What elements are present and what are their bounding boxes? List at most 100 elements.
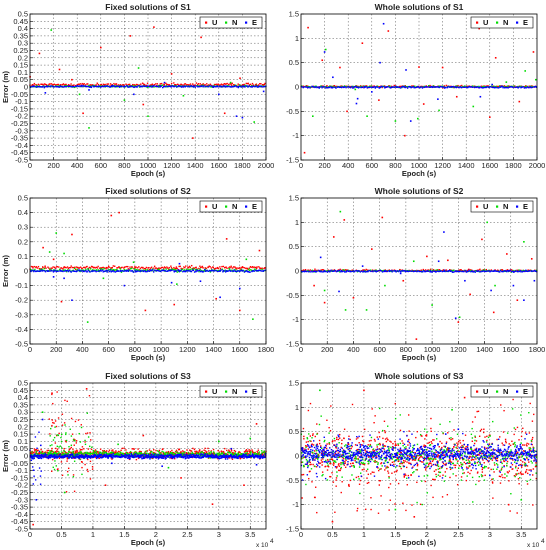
data-point-E xyxy=(171,269,173,272)
data-point-E xyxy=(155,455,157,458)
data-point-E xyxy=(479,86,481,88)
data-point-U xyxy=(33,448,36,450)
data-point-U xyxy=(52,266,54,268)
data-point-U xyxy=(135,458,138,461)
y-tick-label: -0.3 xyxy=(15,495,28,504)
outlier-point-E xyxy=(479,95,482,98)
data-point-U xyxy=(100,83,103,86)
data-point-U xyxy=(99,267,102,269)
data-point-E xyxy=(36,270,39,272)
data-point-E xyxy=(199,270,202,273)
data-point-U xyxy=(496,85,498,88)
data-point-N xyxy=(70,444,73,446)
data-point-U xyxy=(220,450,223,452)
data-point-E xyxy=(120,456,122,459)
data-point-N xyxy=(96,269,98,271)
data-point-E xyxy=(30,457,33,459)
data-point-U xyxy=(198,267,200,270)
data-point-U xyxy=(33,82,36,85)
data-point-U xyxy=(189,83,192,85)
data-point-N xyxy=(89,445,91,448)
data-point-E xyxy=(499,269,502,272)
data-point-N xyxy=(201,451,203,453)
data-point-N xyxy=(86,412,89,414)
outlier-point-U xyxy=(144,309,147,312)
data-point-U xyxy=(139,450,141,453)
data-point-E xyxy=(384,86,387,88)
data-point-U xyxy=(193,448,196,450)
outlier-point-E xyxy=(361,265,364,267)
data-point-U xyxy=(183,451,185,453)
data-point-N xyxy=(153,86,155,88)
data-point-U xyxy=(233,449,236,452)
data-point-E xyxy=(375,86,378,88)
y-tick-label: -0.15 xyxy=(11,473,28,482)
data-point-U xyxy=(365,268,367,271)
outlier-point-E xyxy=(88,89,90,91)
data-point-U xyxy=(72,448,74,450)
data-point-U xyxy=(42,84,45,86)
data-point-E xyxy=(151,453,153,455)
data-point-N xyxy=(34,85,36,88)
data-point-U xyxy=(81,448,83,451)
data-point-N xyxy=(255,453,258,455)
data-point-E xyxy=(52,456,54,458)
data-point-E xyxy=(358,270,360,272)
data-point-U xyxy=(239,457,242,460)
data-point-E xyxy=(167,456,169,458)
data-point-N xyxy=(436,269,438,271)
data-point-E xyxy=(144,270,147,273)
data-point-N xyxy=(134,451,136,453)
data-point-U xyxy=(529,269,532,271)
data-point-N xyxy=(98,270,101,273)
data-point-U xyxy=(64,399,66,402)
data-point-U xyxy=(422,268,424,271)
data-point-E xyxy=(64,455,67,458)
data-point-U xyxy=(143,267,146,270)
data-point-N xyxy=(235,269,237,271)
data-point-E xyxy=(80,85,82,87)
data-point-U xyxy=(175,266,178,268)
data-point-N xyxy=(345,86,347,88)
data-point-E xyxy=(142,455,144,458)
data-point-E xyxy=(463,270,465,273)
data-point-U xyxy=(252,266,254,269)
data-point-E xyxy=(124,270,126,272)
y-tick-label: -0.5 xyxy=(15,525,28,534)
data-point-U xyxy=(192,84,195,87)
data-point-E xyxy=(97,454,99,456)
data-point-E xyxy=(189,86,191,88)
data-point-E xyxy=(104,270,107,272)
data-point-U xyxy=(432,269,435,271)
data-point-N xyxy=(85,268,87,271)
data-point-U xyxy=(62,84,64,86)
data-point-E xyxy=(159,85,161,87)
data-point-E xyxy=(155,85,157,88)
data-point-E xyxy=(103,270,105,273)
data-point-N xyxy=(38,453,40,456)
data-point-E xyxy=(385,270,387,272)
outlier-point-N xyxy=(394,120,397,122)
data-point-N xyxy=(504,85,506,88)
data-point-E xyxy=(127,270,130,272)
outlier-point-U xyxy=(481,238,483,241)
data-point-N xyxy=(193,268,195,270)
data-point-U xyxy=(243,83,245,86)
data-point-U xyxy=(53,83,55,85)
data-point-E xyxy=(211,269,213,271)
x-tick-label: 3.5 xyxy=(245,530,255,539)
y-tick-label: -1 xyxy=(292,315,299,324)
data-point-U xyxy=(307,269,309,271)
data-point-E xyxy=(390,86,393,89)
grid xyxy=(30,383,266,529)
data-point-U xyxy=(187,267,190,269)
data-point-E xyxy=(492,270,494,273)
data-point-E xyxy=(360,270,363,272)
data-point-E xyxy=(473,270,475,272)
data-point-E xyxy=(126,457,129,459)
data-point-N xyxy=(472,85,474,87)
y-tick-label: -0.05 xyxy=(11,459,28,468)
data-point-U xyxy=(124,452,126,455)
data-point-E xyxy=(99,454,101,457)
data-point-E xyxy=(94,270,97,272)
